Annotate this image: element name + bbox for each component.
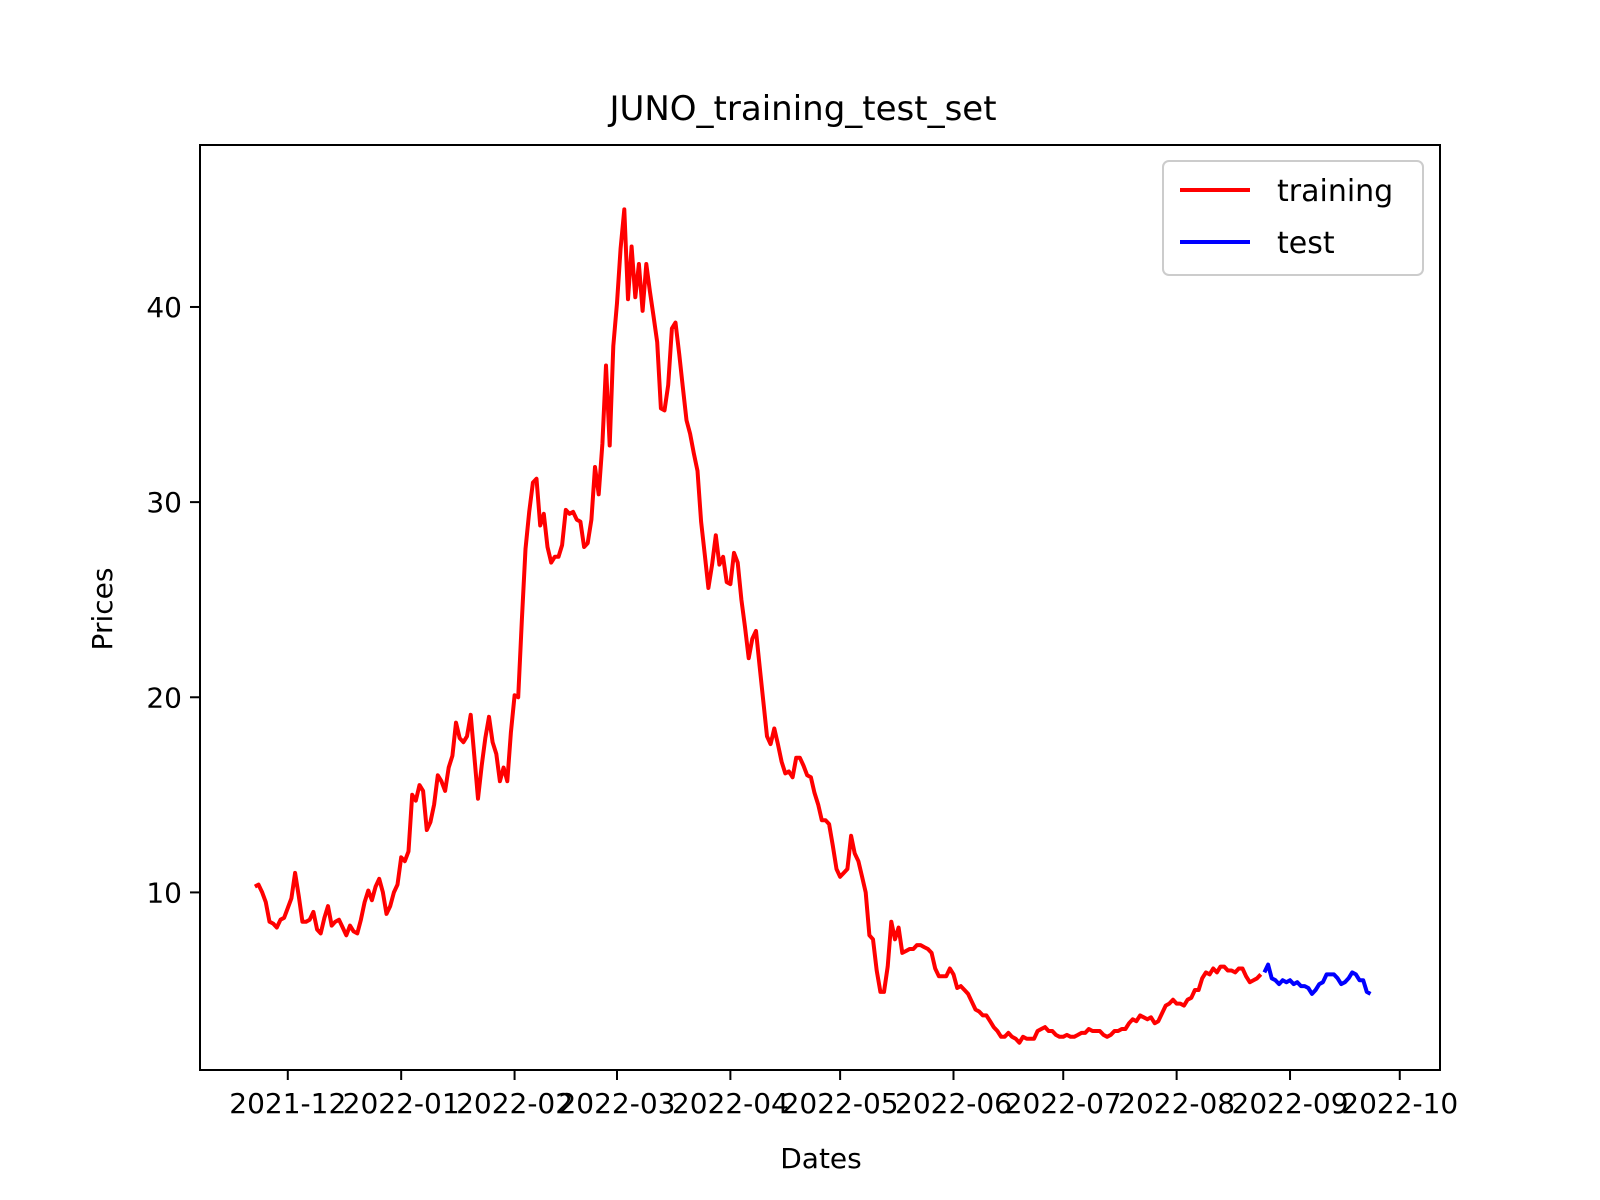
y-tick-label: 10 bbox=[146, 876, 182, 909]
x-axis: 2021-122022-012022-022022-032022-042022-… bbox=[229, 1070, 1458, 1120]
legend: training test bbox=[1162, 160, 1424, 276]
series-line-training bbox=[253, 207, 1263, 1045]
x-tick-label: 2022-04 bbox=[672, 1087, 789, 1120]
x-tick-label: 2022-07 bbox=[1005, 1087, 1122, 1120]
legend-label-test: test bbox=[1277, 226, 1335, 261]
x-axis-label: Dates bbox=[780, 1142, 862, 1175]
y-tick-label: 20 bbox=[146, 681, 182, 714]
x-tick-label: 2022-01 bbox=[343, 1087, 460, 1120]
x-tick-label: 2022-09 bbox=[1232, 1087, 1349, 1120]
x-tick-label: 2022-05 bbox=[782, 1087, 899, 1120]
x-tick-label: 2022-08 bbox=[1118, 1087, 1235, 1120]
y-tick-label: 40 bbox=[146, 291, 182, 324]
y-tick-label: 30 bbox=[146, 486, 182, 519]
y-axis-label: Prices bbox=[86, 568, 119, 651]
x-tick-label: 2022-06 bbox=[895, 1087, 1012, 1120]
x-tick-label: 2022-02 bbox=[456, 1087, 573, 1120]
series-line-test bbox=[1262, 962, 1372, 996]
series-layer bbox=[253, 207, 1372, 1045]
x-tick-label: 2022-10 bbox=[1341, 1087, 1458, 1120]
legend-label-training: training bbox=[1277, 174, 1393, 209]
x-tick-label: 2022-03 bbox=[558, 1087, 675, 1120]
plot-frame bbox=[199, 144, 1441, 1071]
chart-title: JUNO_training_test_set bbox=[607, 89, 996, 129]
y-axis: 10 20 30 40 bbox=[146, 291, 200, 909]
x-tick-label: 2021-12 bbox=[229, 1087, 346, 1120]
